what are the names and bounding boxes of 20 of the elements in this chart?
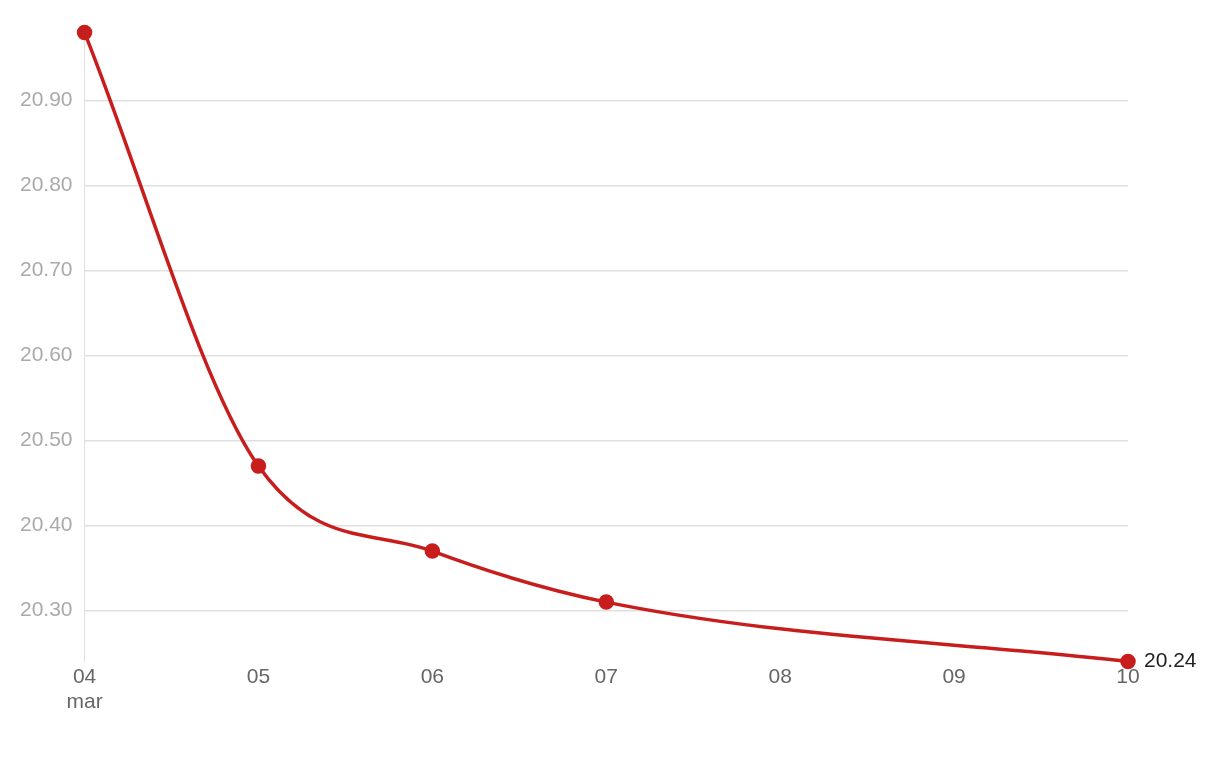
point <box>424 543 441 559</box>
x-tick-label: 09 <box>942 664 966 687</box>
y-tick-label: 20.30 <box>19 597 73 621</box>
x-tick-label: 05 <box>246 664 271 687</box>
x-tick-label: 06 <box>420 664 445 687</box>
y-tick-label: 20.40 <box>19 512 73 536</box>
y-tick-label: 20.80 <box>19 172 73 196</box>
y-tick-label: 20.50 <box>19 427 73 451</box>
data-label: 20.24 <box>1144 648 1197 672</box>
point <box>76 24 93 41</box>
y-tick-label: 20.70 <box>19 257 73 281</box>
x-tick-label: 07 <box>594 664 618 687</box>
x-tick-label: 10 <box>1116 664 1140 687</box>
point <box>598 594 615 610</box>
y-tick-label: 20.60 <box>19 342 73 366</box>
y-tick-label: 20.90 <box>19 87 73 111</box>
x-tick-label: 08 <box>768 664 792 687</box>
x-tick-label: 04 mar <box>66 664 103 713</box>
point <box>250 458 267 474</box>
point <box>1120 653 1136 670</box>
